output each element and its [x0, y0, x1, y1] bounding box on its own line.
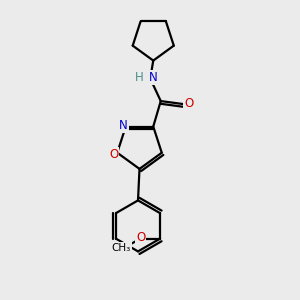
Text: CH₃: CH₃	[112, 243, 131, 253]
Text: N: N	[149, 70, 158, 84]
Text: N: N	[119, 118, 128, 132]
Text: O: O	[136, 231, 145, 244]
Text: H: H	[134, 70, 143, 84]
Text: O: O	[184, 97, 193, 110]
Text: O: O	[109, 148, 118, 161]
